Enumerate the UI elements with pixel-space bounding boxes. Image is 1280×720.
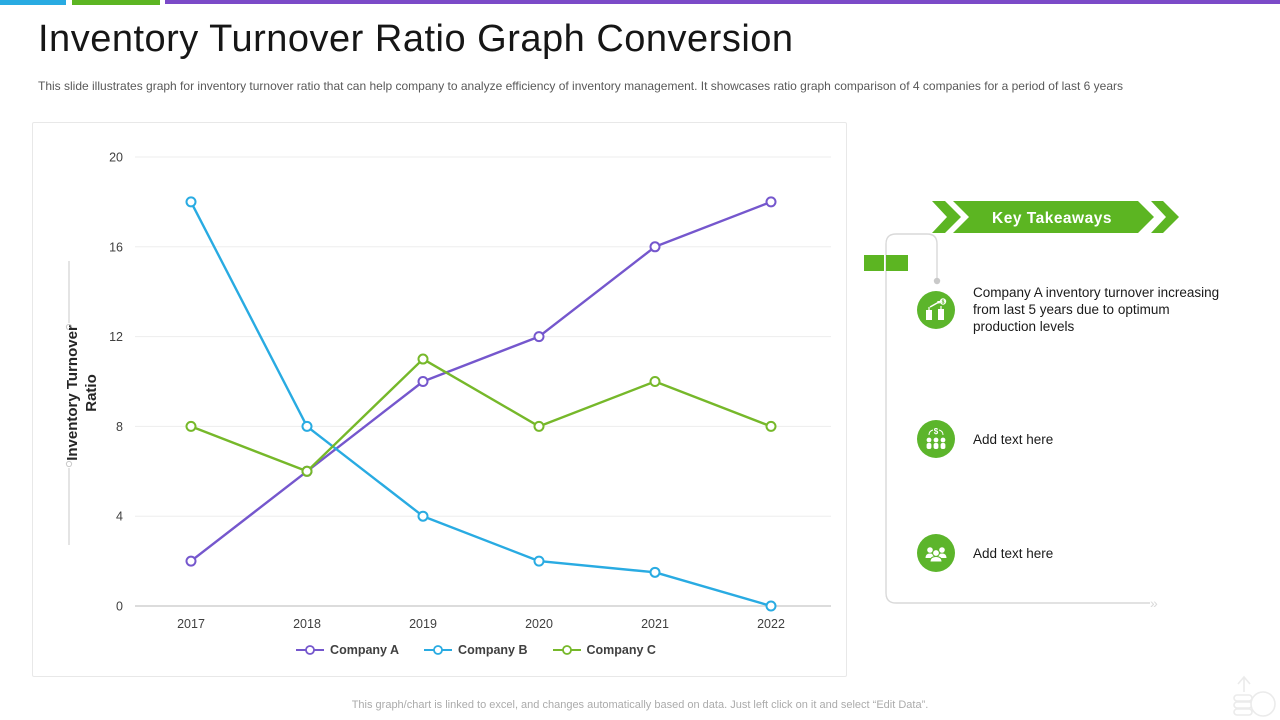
legend-item-company-b[interactable]: Company B <box>423 643 528 657</box>
legend-item-company-c[interactable]: Company C <box>552 643 656 657</box>
svg-text:$: $ <box>934 427 939 436</box>
data-point-company-b-2021 <box>649 566 661 578</box>
y-axis-title: Inventory Turnover Ratio <box>64 325 100 461</box>
people-money-icon: $ <box>917 420 955 458</box>
chart-card[interactable]: 0 4 8 12 16 20 2017 2018 2019 2020 2021 2022 Invent… <box>32 122 847 677</box>
y-tick-label: 4 <box>116 510 123 524</box>
data-point-company-c-2020 <box>533 420 545 432</box>
takeaways-connector-outline: » <box>885 233 1158 611</box>
decorative-green-chip <box>864 255 884 271</box>
connector-end-chevrons: » <box>1150 595 1158 611</box>
legend-marker-icon <box>424 645 453 655</box>
buildings-growth-icon: $ <box>917 290 955 329</box>
coins-growth-watermark-icon <box>1233 675 1276 717</box>
legend-label: Company B <box>458 643 528 657</box>
data-point-company-b-2022 <box>765 600 777 612</box>
slide-subtitle: This slide illustrates graph for invento… <box>38 79 1124 93</box>
x-tick-label: 2018 <box>293 617 321 631</box>
series-line-company-b <box>189 201 772 608</box>
banner-label: Key Takeaways <box>992 210 1112 227</box>
line-chart-canvas[interactable]: 0 4 8 12 16 20 2017 2018 2019 2020 2021 2022 <box>33 123 848 678</box>
x-tick-label: 2017 <box>177 617 205 631</box>
banner-left-chevron-icon <box>932 201 961 233</box>
takeaway-item-3: Add text here <box>917 534 1223 572</box>
data-point-company-b-2017 <box>185 196 197 208</box>
series-line-company-c <box>190 357 772 473</box>
takeaway-text[interactable]: Add text here <box>973 431 1054 447</box>
legend-marker-icon <box>296 645 325 655</box>
y-axis-title-wrap: Inventory Turnover Ratio <box>18 325 138 461</box>
accent-bar-green <box>72 0 160 5</box>
data-point-company-a-2022 <box>765 196 777 208</box>
data-point-company-a-2021 <box>649 241 661 253</box>
data-point-company-c-2022 <box>765 420 777 432</box>
data-point-company-c-2017 <box>185 420 197 432</box>
data-point-company-b-2019 <box>417 510 429 522</box>
takeaway-text[interactable]: Add text here <box>973 545 1054 561</box>
y-tick-label: 0 <box>116 600 123 614</box>
footer-note: This graph/chart is linked to excel, and… <box>351 699 929 711</box>
y-tick-label: 8 <box>116 420 123 434</box>
takeaway-item-2: $ Add text here <box>917 420 1223 458</box>
key-takeaways-banner: Key Takeaways <box>932 201 1184 233</box>
data-point-company-a-2017 <box>185 555 197 567</box>
accent-bar-cyan <box>0 0 66 5</box>
x-tick-label: 2021 <box>641 617 669 631</box>
data-point-company-a-2019 <box>417 376 429 387</box>
page-title: Inventory Turnover Ratio Graph Conversio… <box>38 18 794 60</box>
banner-body <box>953 201 1154 233</box>
data-point-company-c-2019 <box>417 353 429 365</box>
legend-label: Company A <box>330 643 400 657</box>
chart-legend: Company A Company B Company C <box>33 643 848 657</box>
x-tick-label: 2020 <box>525 617 553 631</box>
banner-right-chevron-icon <box>1151 201 1179 233</box>
data-point-company-b-2020 <box>533 555 545 567</box>
legend-marker-icon <box>552 645 581 655</box>
svg-text:$: $ <box>942 299 945 305</box>
data-point-company-c-2018 <box>301 465 313 477</box>
data-point-company-b-2018 <box>301 420 313 432</box>
data-point-company-a-2020 <box>533 331 545 343</box>
axis-decoration-lines <box>65 261 73 545</box>
x-tick-label: 2019 <box>409 617 437 631</box>
x-tick-label: 2022 <box>757 617 785 631</box>
legend-item-company-a[interactable]: Company A <box>295 643 399 657</box>
takeaway-item-1: $ Company A inventory turnover increasin… <box>917 284 1223 335</box>
takeaway-text: Company A inventory turnover increasing … <box>973 285 1220 334</box>
decorative-green-chip <box>886 255 908 271</box>
data-point-company-c-2021 <box>649 376 661 387</box>
y-tick-label: 16 <box>109 240 123 254</box>
y-tick-label: 20 <box>109 151 123 165</box>
team-icon <box>917 534 955 572</box>
series-line-company-a <box>190 200 772 563</box>
legend-label: Company C <box>586 643 656 657</box>
y-tick-label: 12 <box>109 330 123 344</box>
accent-bar-purple <box>165 0 1280 4</box>
